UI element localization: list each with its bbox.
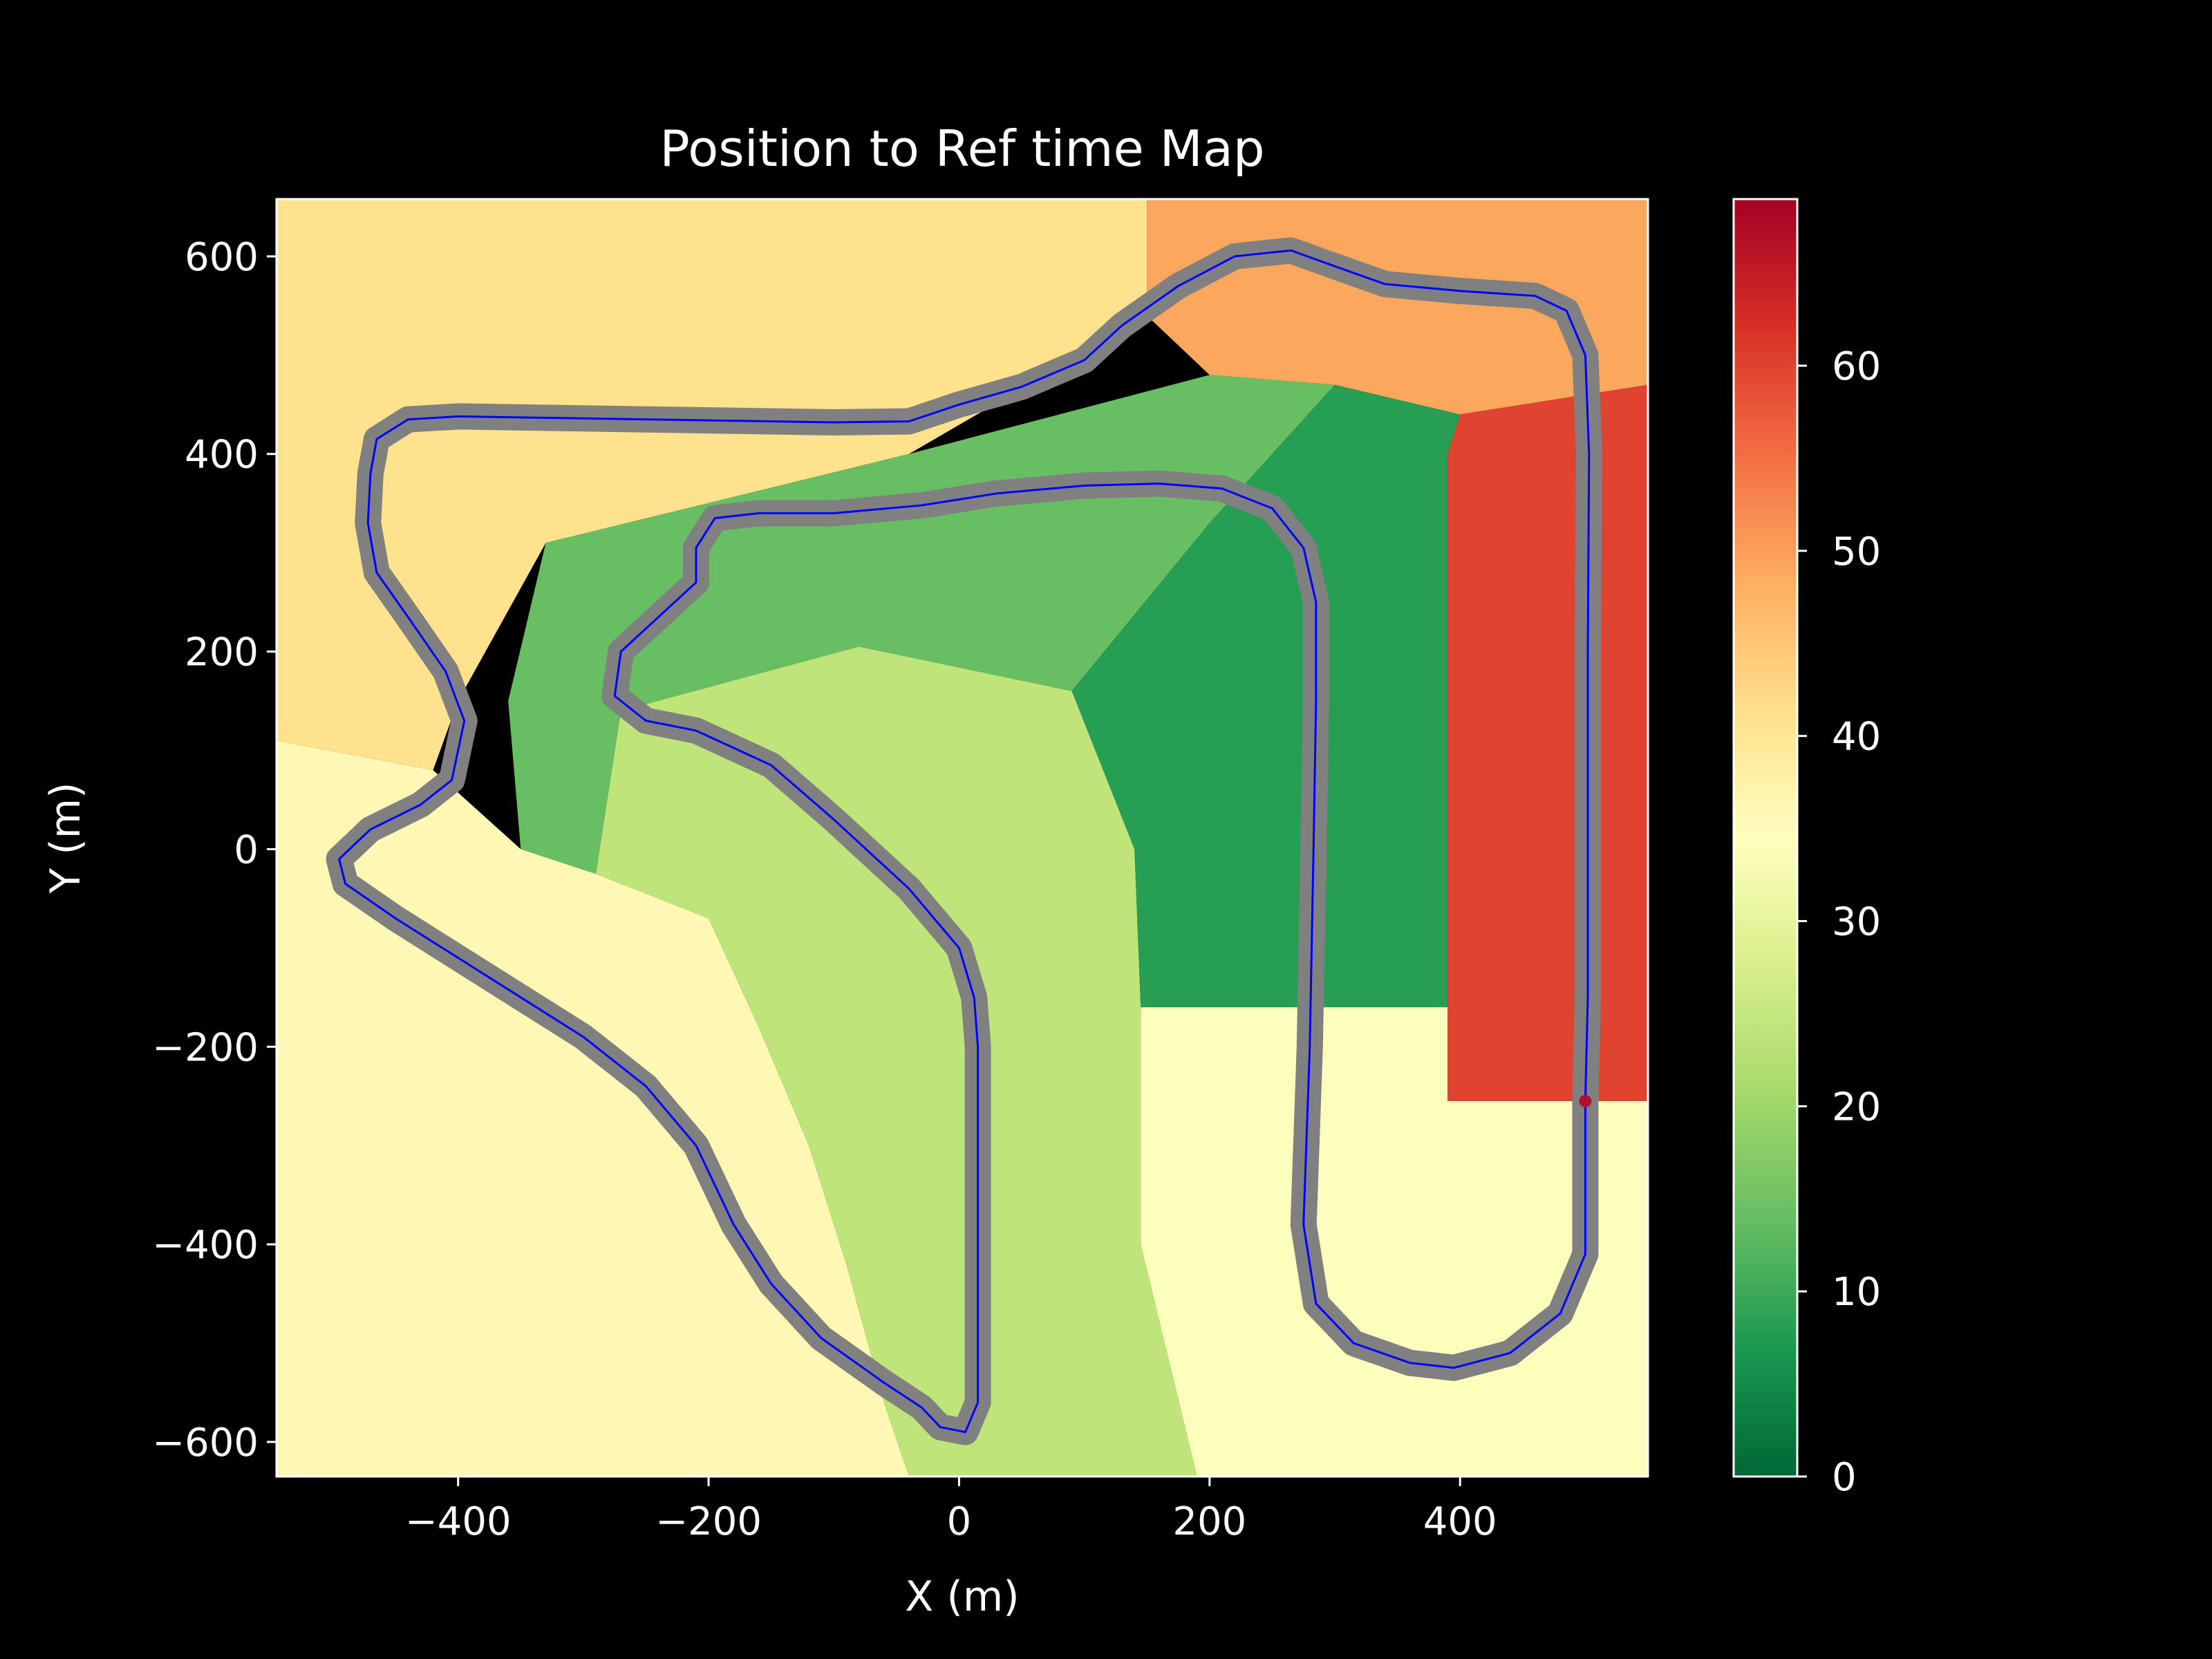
y-tick-label: 400 <box>185 433 259 478</box>
heatmap-region <box>1071 384 1461 1008</box>
y-tick-label: −600 <box>152 1421 259 1465</box>
heatmap-region <box>1447 384 1648 1101</box>
colorbar <box>1732 198 1799 1478</box>
y-axis-ticks: −600 −400 −200 0 200 400 600 <box>152 235 276 1465</box>
heatmap-region <box>276 199 1147 771</box>
plot-area <box>276 199 1648 1477</box>
colorbar-tick-label: 40 <box>1832 715 1881 760</box>
heatmap-region <box>596 646 1197 1477</box>
colorbar-tick-label: 0 <box>1832 1455 1857 1500</box>
colorbar-ticks: 0 10 20 30 40 50 60 <box>1797 344 1881 1500</box>
heatmap-region <box>508 375 1335 874</box>
x-tick-label: −400 <box>405 1499 512 1544</box>
colorbar-tick-label: 30 <box>1832 900 1881 945</box>
x-tick-label: 400 <box>1423 1499 1497 1544</box>
y-tick-label: 200 <box>185 630 259 675</box>
heatmap-region <box>276 740 909 1477</box>
track-layer <box>326 237 1602 1445</box>
colorbar-tick-label: 10 <box>1832 1270 1881 1315</box>
chart-title: Position to Ref time Map <box>659 120 1264 178</box>
current-position-marker <box>1579 1094 1592 1107</box>
x-tick-label: 0 <box>947 1499 972 1544</box>
y-axis-label: Y (m) <box>41 782 90 894</box>
colorbar-tick-label: 60 <box>1832 344 1881 389</box>
colorbar-tick-label: 50 <box>1832 529 1881 574</box>
x-tick-label: 200 <box>1172 1499 1246 1544</box>
x-axis-label: X (m) <box>905 1573 1019 1621</box>
plot-frame <box>275 198 1649 1478</box>
racing-line <box>338 249 1591 1434</box>
x-tick-label: −200 <box>655 1499 762 1544</box>
x-axis-ticks: −400 −200 0 200 400 <box>405 1477 1497 1544</box>
colorbar-tick-label: 20 <box>1832 1085 1881 1130</box>
y-tick-label: −200 <box>152 1025 259 1070</box>
y-tick-label: 600 <box>185 235 259 280</box>
y-tick-label: 0 <box>234 827 259 872</box>
y-tick-label: −400 <box>152 1223 259 1268</box>
